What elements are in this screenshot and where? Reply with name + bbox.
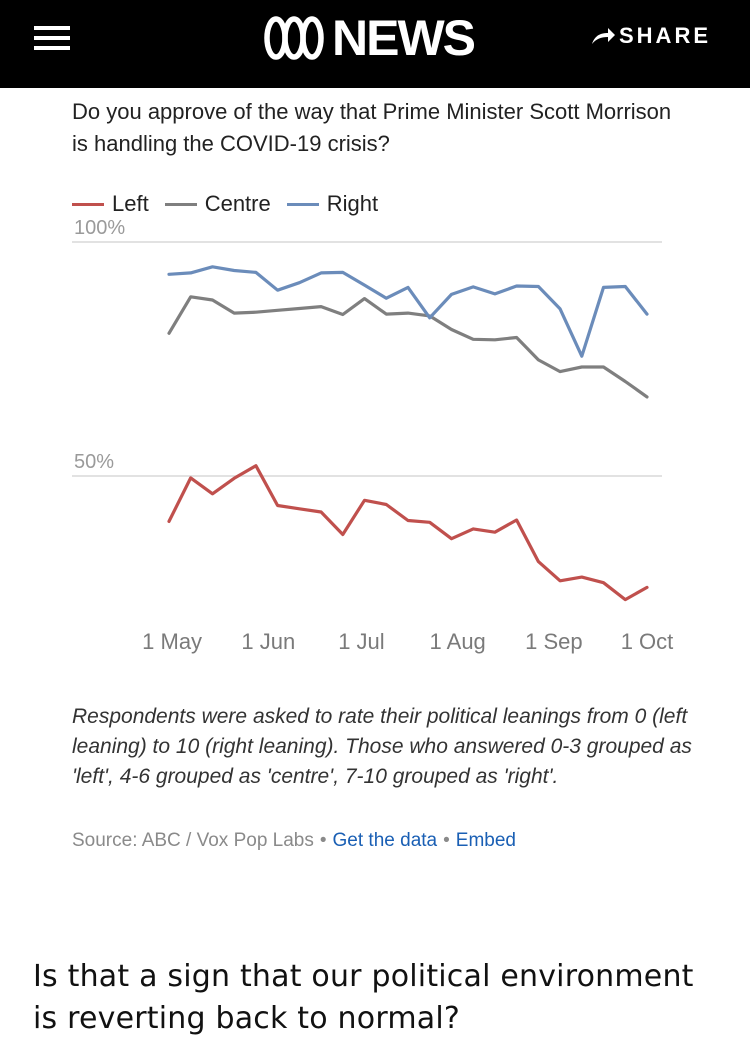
- brand-wordmark: NEWS: [332, 10, 476, 66]
- legend-label-centre: Centre: [204, 191, 271, 216]
- series-line-centre: [167, 295, 649, 399]
- x-tick-label: 1 Oct: [621, 629, 674, 654]
- x-tick-label: 1 Aug: [430, 629, 486, 654]
- share-button[interactable]: SHARE: [590, 22, 711, 50]
- source-separator: •: [443, 830, 450, 851]
- series-line-right: [167, 265, 649, 358]
- abc-lissajous-icon: [264, 16, 324, 60]
- legend-item-left: Left: [72, 191, 149, 217]
- legend-swatch-centre: [164, 202, 197, 206]
- x-tick-label: 1 May: [142, 629, 202, 654]
- chart-title: Do you approve of the way that Prime Min…: [72, 99, 672, 156]
- legend-swatch-left: [72, 202, 104, 206]
- tweet-text: Is that a sign that our political enviro…: [33, 959, 694, 1036]
- x-tick-label: 1 Sep: [525, 629, 583, 654]
- y-tick-label: 50%: [74, 451, 114, 473]
- series-line-left: [167, 464, 649, 602]
- share-label: SHARE: [619, 23, 712, 48]
- y-tick-label: 100%: [74, 217, 125, 239]
- legend-label-left: Left: [112, 191, 149, 216]
- embed-link[interactable]: Embed: [455, 830, 516, 851]
- chart-legend: Left Centre Right: [72, 190, 394, 218]
- get-the-data-link[interactable]: Get the data: [332, 830, 438, 851]
- legend-swatch-right: [286, 202, 319, 206]
- x-tick-label: 1 Jun: [241, 629, 295, 654]
- legend-label-right: Right: [326, 191, 379, 216]
- abc-news-logo[interactable]: NEWS: [262, 10, 476, 66]
- legend-item-right: Right: [286, 191, 379, 217]
- chart-footnote: Respondents were asked to rate their pol…: [72, 705, 692, 788]
- approval-line-chart: 100% 50% 1 May 1 Jun 1 Jul 1 Aug 1 Sep 1 Oct: [72, 217, 674, 654]
- source-text: Source: ABC / Vox Pop Labs: [72, 830, 314, 851]
- top-navigation-bar: NEWS SHARE: [0, 0, 750, 88]
- source-line: Source: ABC / Vox Pop Labs • Get the data •…: [72, 830, 516, 852]
- x-tick-label: 1 Jul: [338, 629, 384, 654]
- share-arrow-icon: [592, 28, 615, 44]
- hamburger-menu-icon[interactable]: [34, 24, 70, 52]
- legend-item-centre: Centre: [164, 191, 271, 217]
- source-separator: •: [319, 830, 327, 851]
